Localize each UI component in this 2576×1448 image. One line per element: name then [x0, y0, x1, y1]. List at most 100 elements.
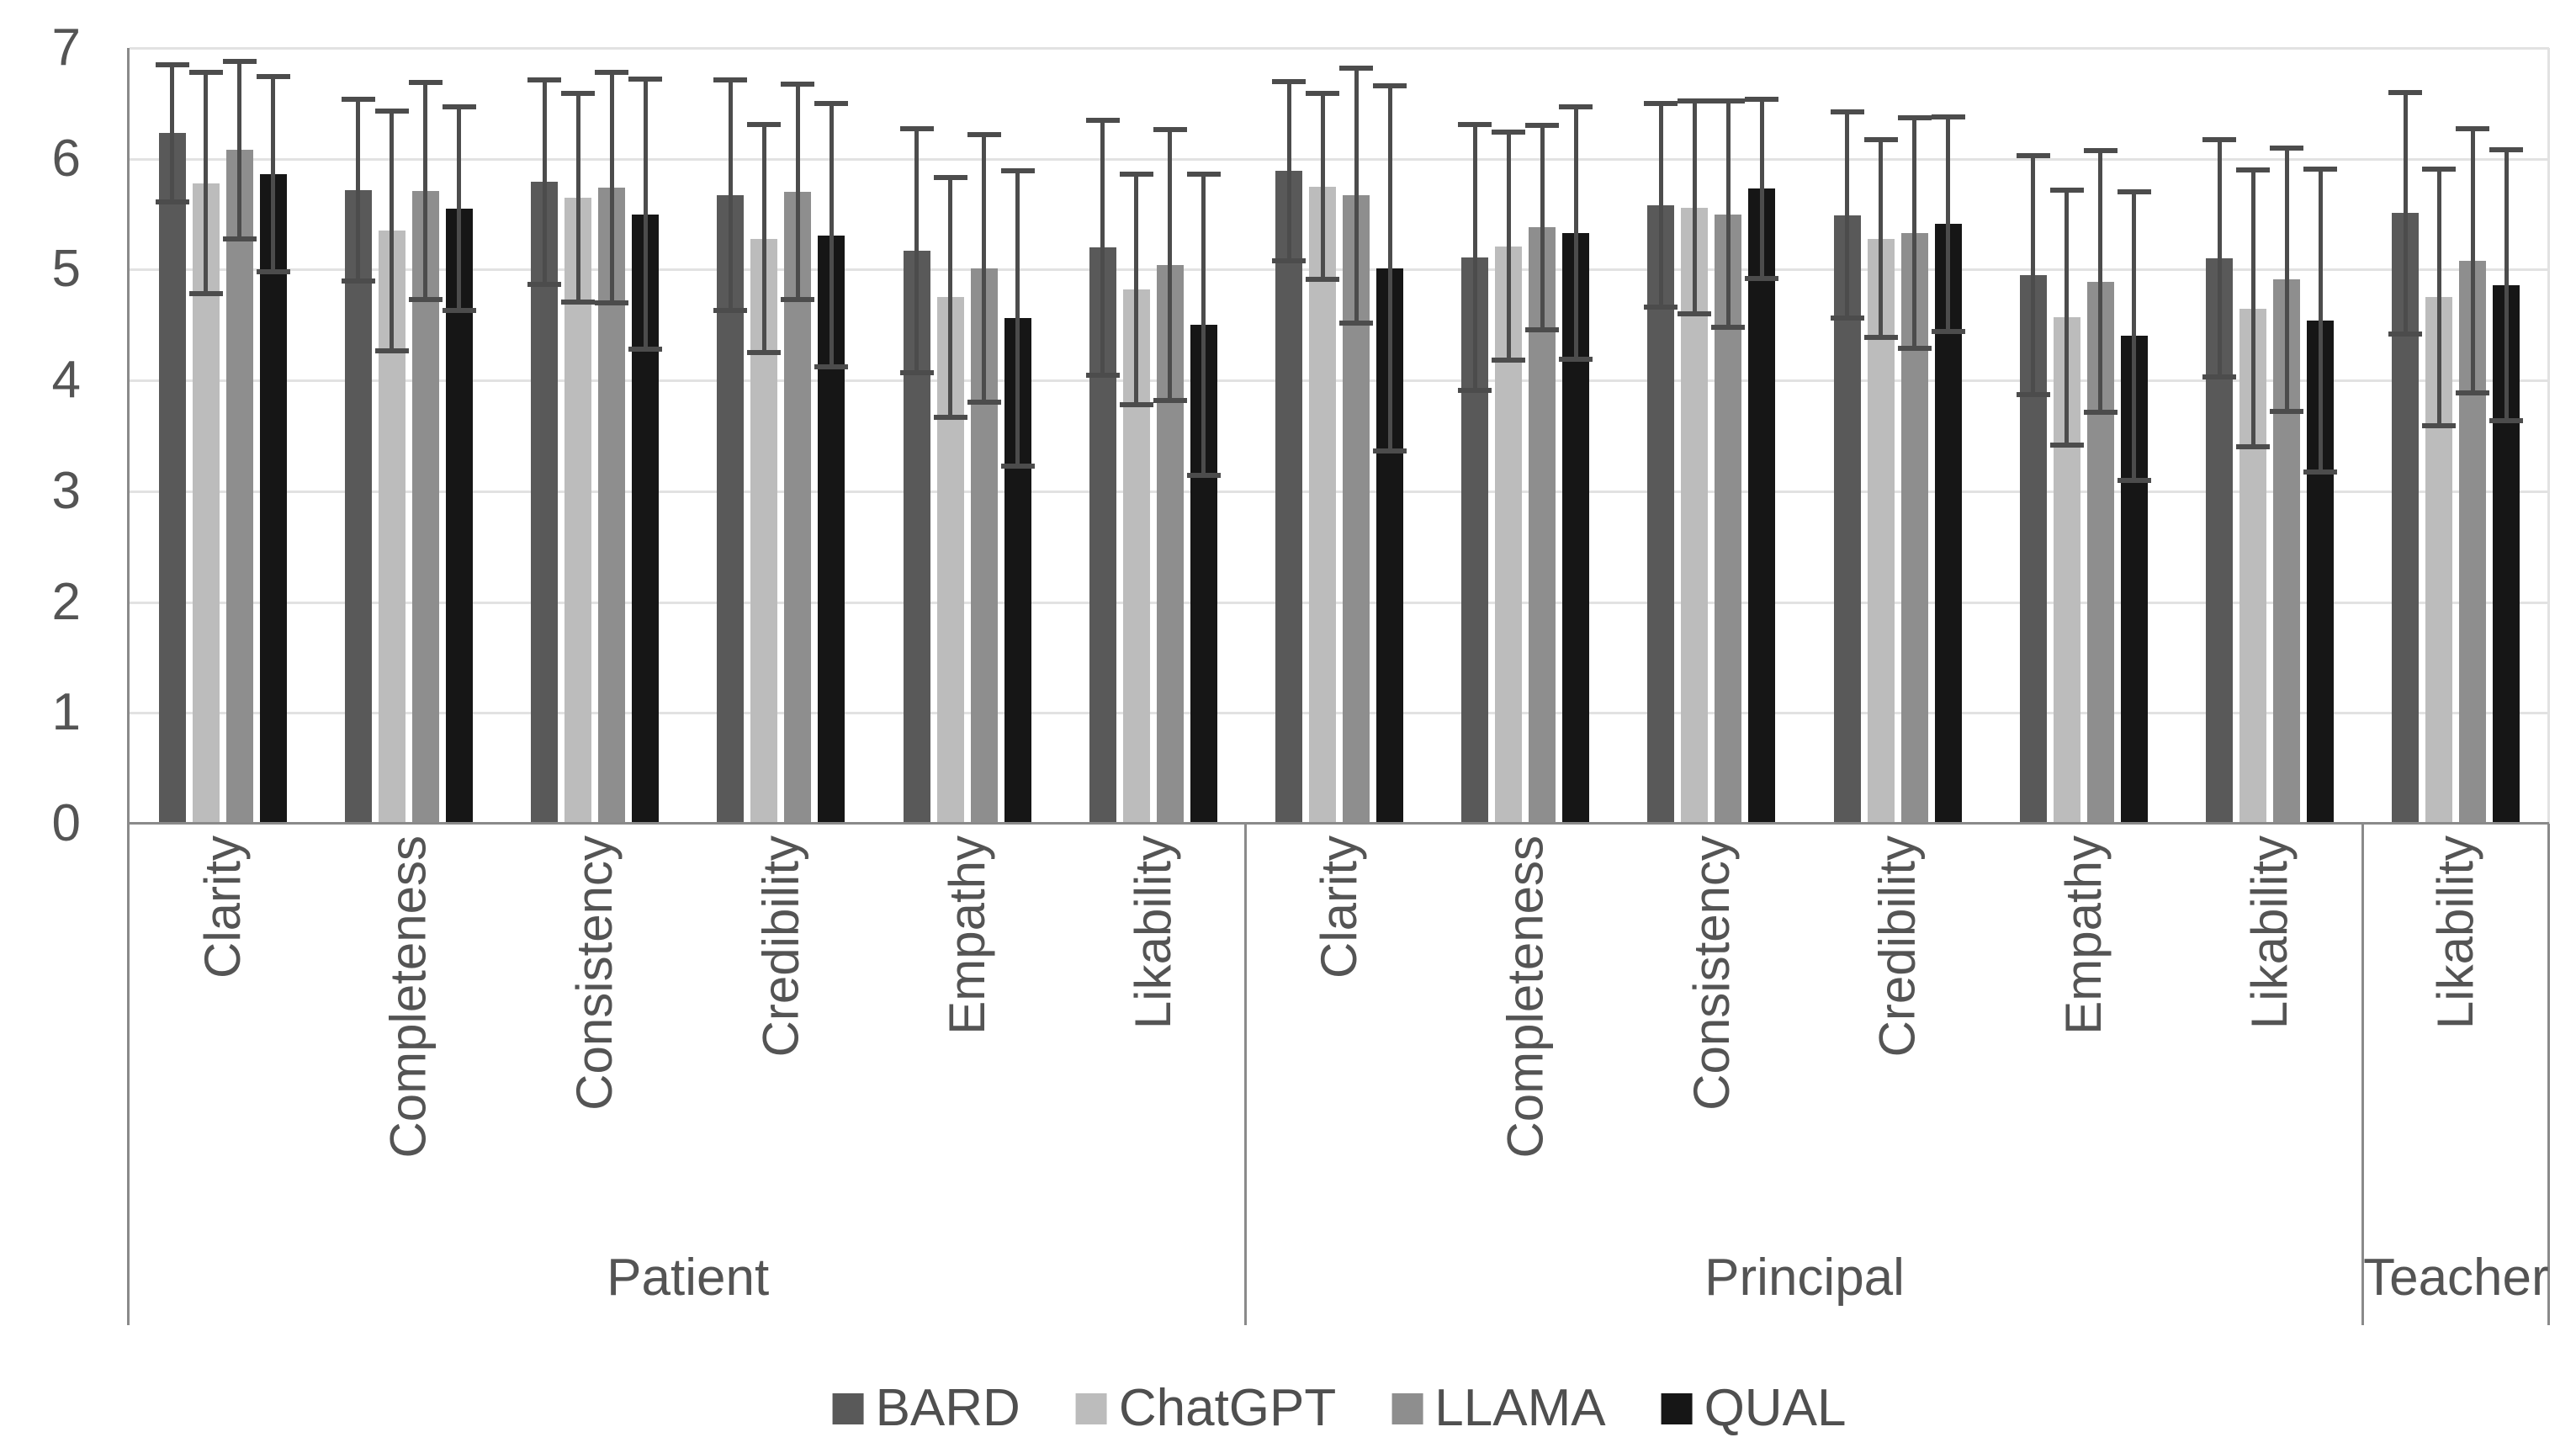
- error-bar-line: [2504, 150, 2509, 421]
- gridline-5: [130, 268, 2549, 272]
- error-bar-cap-bottom: [1000, 463, 1035, 469]
- gridline-3: [130, 490, 2549, 493]
- error-bar-cap-top: [899, 126, 934, 132]
- legend-label-LLAMA: LLAMA: [1434, 1379, 1606, 1437]
- error-bar-line: [643, 78, 648, 350]
- category-label-Patient-Credibility: Credibility: [752, 835, 809, 1058]
- error-bar-cap-top: [2049, 187, 2084, 193]
- error-bar-cap-bottom: [561, 299, 596, 305]
- error-bar-cap-top: [2422, 166, 2457, 172]
- y-axis-line: [127, 48, 130, 1325]
- error-bar-cap-top: [2270, 145, 2304, 151]
- error-bar-line: [2031, 155, 2036, 395]
- category-label-Patient-Empathy: Empathy: [938, 835, 995, 1035]
- error-bar-line: [1506, 132, 1511, 361]
- error-bar-cap-bottom: [1339, 320, 1373, 326]
- gridline-7: [130, 47, 2549, 50]
- error-bar-cap-bottom: [1897, 345, 1932, 351]
- plot-right-border: [2547, 48, 2550, 824]
- error-bar-cap-top: [1000, 168, 1035, 174]
- error-bar-cap-bottom: [2236, 444, 2271, 450]
- bar-BARD-Patient-Clarity: [158, 133, 186, 824]
- error-bar-line: [728, 80, 733, 311]
- error-bar-cap-top: [1644, 100, 1678, 106]
- bar-QUAL-Patient-Clarity: [259, 174, 287, 824]
- error-bar-cap-bottom: [1525, 326, 1560, 332]
- error-bar-cap-bottom: [2117, 477, 2151, 483]
- error-bar-cap-top: [341, 96, 375, 102]
- error-bar-line: [390, 111, 395, 351]
- legend-label-BARD: BARD: [875, 1379, 1020, 1437]
- error-bar-cap-top: [933, 175, 967, 181]
- y-tick-label: 0: [51, 794, 81, 852]
- legend-swatch-LLAMA: [1391, 1392, 1423, 1424]
- error-bar-cap-bottom: [1644, 305, 1678, 310]
- error-bar-line: [2065, 189, 2070, 445]
- category-label-Principal-Empathy: Empathy: [2054, 835, 2112, 1035]
- error-bar-cap-bottom: [1373, 448, 1407, 454]
- error-bar-cap-bottom: [1863, 334, 1898, 340]
- y-tick-label: 6: [51, 129, 81, 188]
- error-bar-line: [204, 72, 209, 294]
- error-bar-line: [914, 129, 920, 373]
- error-bar-line: [1658, 103, 1663, 308]
- error-bar-cap-top: [814, 100, 849, 106]
- error-bar-cap-top: [1745, 96, 1779, 102]
- error-bar-cap-bottom: [408, 296, 443, 302]
- group-separator: [1244, 824, 1248, 1325]
- error-bar-line: [2403, 92, 2408, 334]
- error-bar-cap-top: [155, 61, 189, 67]
- error-bar-cap-top: [1931, 114, 1965, 119]
- error-bar-line: [1286, 81, 1291, 261]
- error-bar-cap-bottom: [1153, 397, 1187, 403]
- error-bar-cap-top: [188, 69, 223, 75]
- error-bar-line: [1946, 116, 1951, 332]
- y-tick-label: 5: [51, 240, 81, 299]
- error-bar-cap-bottom: [1186, 473, 1221, 479]
- category-label-Principal-Likability: Likability: [2241, 835, 2298, 1030]
- error-bar-cap-top: [1492, 130, 1526, 135]
- category-label-Patient-Clarity: Clarity: [193, 835, 251, 979]
- error-bar-cap-top: [1085, 117, 1120, 123]
- gridline-6: [130, 157, 2549, 161]
- error-bar-cap-bottom: [1745, 275, 1779, 281]
- error-bar-cap-bottom: [155, 199, 189, 205]
- gridline-4: [130, 379, 2549, 383]
- error-bar-cap-top: [2202, 137, 2237, 143]
- error-bar-line: [356, 98, 361, 281]
- error-bar-cap-top: [1119, 172, 1153, 178]
- y-tick-label: 3: [51, 461, 81, 520]
- error-bar-line: [2098, 151, 2103, 413]
- error-bar-cap-top: [1373, 82, 1407, 88]
- error-bar-cap-bottom: [2388, 331, 2423, 337]
- error-bar-cap-bottom: [2049, 442, 2084, 448]
- error-bar-cap-bottom: [1119, 402, 1153, 408]
- bar-BARD-Patient-Completeness: [344, 189, 372, 824]
- error-bar-cap-top: [374, 109, 409, 114]
- y-tick-label: 7: [51, 19, 81, 77]
- error-bar-cap-top: [1678, 98, 1712, 104]
- error-bar-cap-top: [2388, 89, 2423, 95]
- bar-LLAMA-Patient-Clarity: [225, 150, 253, 824]
- error-bar-line: [1134, 174, 1139, 406]
- legend-swatch-ChatGPT: [1075, 1392, 1107, 1424]
- error-bar-line: [1100, 119, 1105, 375]
- legend-item-QUAL: QUAL: [1661, 1378, 1846, 1439]
- error-bar-cap-top: [408, 79, 443, 85]
- error-bar-cap-top: [1306, 91, 1339, 96]
- error-bar-line: [1845, 112, 1850, 319]
- gridline-1: [130, 712, 2549, 715]
- gridline-2: [130, 601, 2549, 604]
- error-bar-line: [2250, 169, 2255, 448]
- group-label-Teacher: Teacher: [2363, 1249, 2549, 1307]
- error-bar-cap-bottom: [527, 281, 562, 287]
- error-bar-cap-top: [256, 74, 290, 80]
- error-bar-cap-bottom: [1711, 324, 1746, 330]
- category-label-Principal-Credibility: Credibility: [1868, 835, 1926, 1058]
- legend: BARD ChatGPT LLAMA QUAL: [832, 1378, 1846, 1439]
- category-label-Principal-Completeness: Completeness: [1497, 835, 1554, 1159]
- group-separator: [2361, 824, 2364, 1325]
- error-bar-line: [1912, 117, 1917, 348]
- category-label-Patient-Completeness: Completeness: [379, 835, 437, 1159]
